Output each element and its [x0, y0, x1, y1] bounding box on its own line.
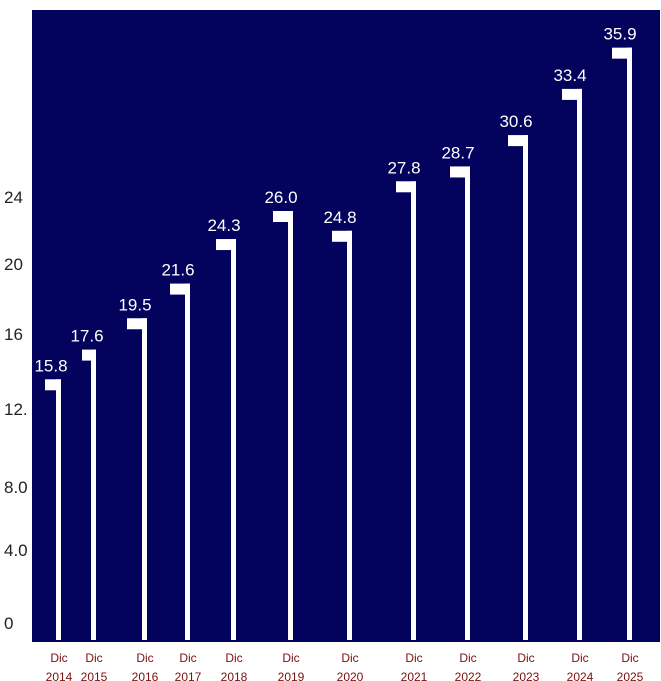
x-tick-label: Dic 2022 — [455, 651, 482, 681]
y-tick-label: 8.0 — [4, 478, 28, 497]
value-label: 28.7 — [441, 143, 474, 162]
x-tick-label: Dic 2025 — [617, 651, 644, 681]
bar — [82, 349, 96, 640]
x-tick-label: Dic 2024 — [567, 651, 594, 681]
bars — [45, 47, 632, 641]
bar — [612, 47, 632, 640]
bar — [508, 135, 528, 640]
bar-stem — [577, 88, 582, 640]
x-tick-label: Dic 2015 — [81, 651, 108, 681]
bar-stem — [288, 211, 293, 640]
bar-cap — [273, 211, 293, 222]
x-tick-label: Dic 2018 — [221, 651, 248, 681]
x-tick-label: Dic 2021 — [401, 651, 428, 681]
bar — [273, 211, 293, 640]
bar-cap — [170, 283, 190, 295]
bar-stem — [56, 379, 61, 640]
x-tick-label: Dic 2020 — [337, 651, 364, 681]
bar — [45, 379, 61, 640]
bar — [216, 239, 236, 641]
bar-cap — [450, 166, 470, 178]
y-tick-label: 12. — [4, 400, 28, 419]
bar — [450, 166, 470, 640]
value-label: 21.6 — [161, 261, 194, 280]
value-label: 26.0 — [264, 188, 297, 207]
value-label: 15.8 — [34, 356, 67, 375]
value-labels: 15.817.6 19.5 21.6 24.3 26.0 24.8 27.8 28.7 30.6… — [34, 25, 636, 376]
y-tick-label: 24 — [4, 188, 23, 207]
bar-stem — [142, 318, 147, 640]
bar-cap — [82, 349, 96, 361]
bar-cap — [216, 239, 236, 251]
bar-stem — [523, 135, 528, 640]
bar-stem — [231, 239, 236, 641]
y-tick-label: 20 — [4, 255, 23, 274]
bar-cap — [396, 181, 416, 193]
value-label: 24.3 — [207, 216, 240, 235]
bar — [127, 318, 147, 640]
bar-cap — [562, 88, 582, 100]
value-label: 27.8 — [387, 158, 420, 177]
x-tick-label: Dic 2016 — [132, 651, 159, 681]
bar-stem — [347, 230, 352, 641]
value-label: 19.5 — [118, 295, 151, 314]
value-label: 17.6 — [70, 327, 103, 346]
y-tick-label: 4.0 — [4, 541, 28, 560]
bar-stem — [185, 283, 190, 640]
value-label: 30.6 — [499, 112, 532, 131]
bar-cap — [45, 379, 61, 391]
bar-cap — [332, 230, 352, 242]
x-tick-label: Dic 2019 — [278, 651, 305, 681]
bar-stem — [411, 181, 416, 641]
value-label: 35.9 — [603, 25, 636, 44]
value-label: 24.8 — [323, 208, 356, 227]
bar-cap — [612, 47, 632, 59]
bar-stem — [465, 166, 470, 640]
value-label: 33.4 — [553, 66, 586, 85]
y-tick-label: 16 — [4, 325, 23, 344]
bar — [170, 283, 190, 640]
bar — [562, 88, 582, 640]
x-tick-label: Dic 2023 — [513, 651, 540, 681]
bar-cap — [127, 318, 147, 330]
bar — [332, 230, 352, 641]
plot-area — [32, 10, 660, 642]
x-axis-labels: Dic 2014 Dic 2015 Dic 2016 Dic 2017 Dic 2018 Dic 20… — [46, 651, 644, 681]
y-tick-label: 0 — [4, 614, 13, 633]
bar-cap — [508, 135, 528, 147]
bar — [396, 181, 416, 641]
x-tick-label: Dic 2014 — [46, 651, 73, 681]
x-tick-label: Dic 2017 — [175, 651, 202, 681]
bar-stem — [627, 47, 632, 640]
y-axis-ticks: 0 4.0 8.0 12. 16 20 24 — [4, 188, 28, 633]
bar-stem — [91, 349, 96, 640]
